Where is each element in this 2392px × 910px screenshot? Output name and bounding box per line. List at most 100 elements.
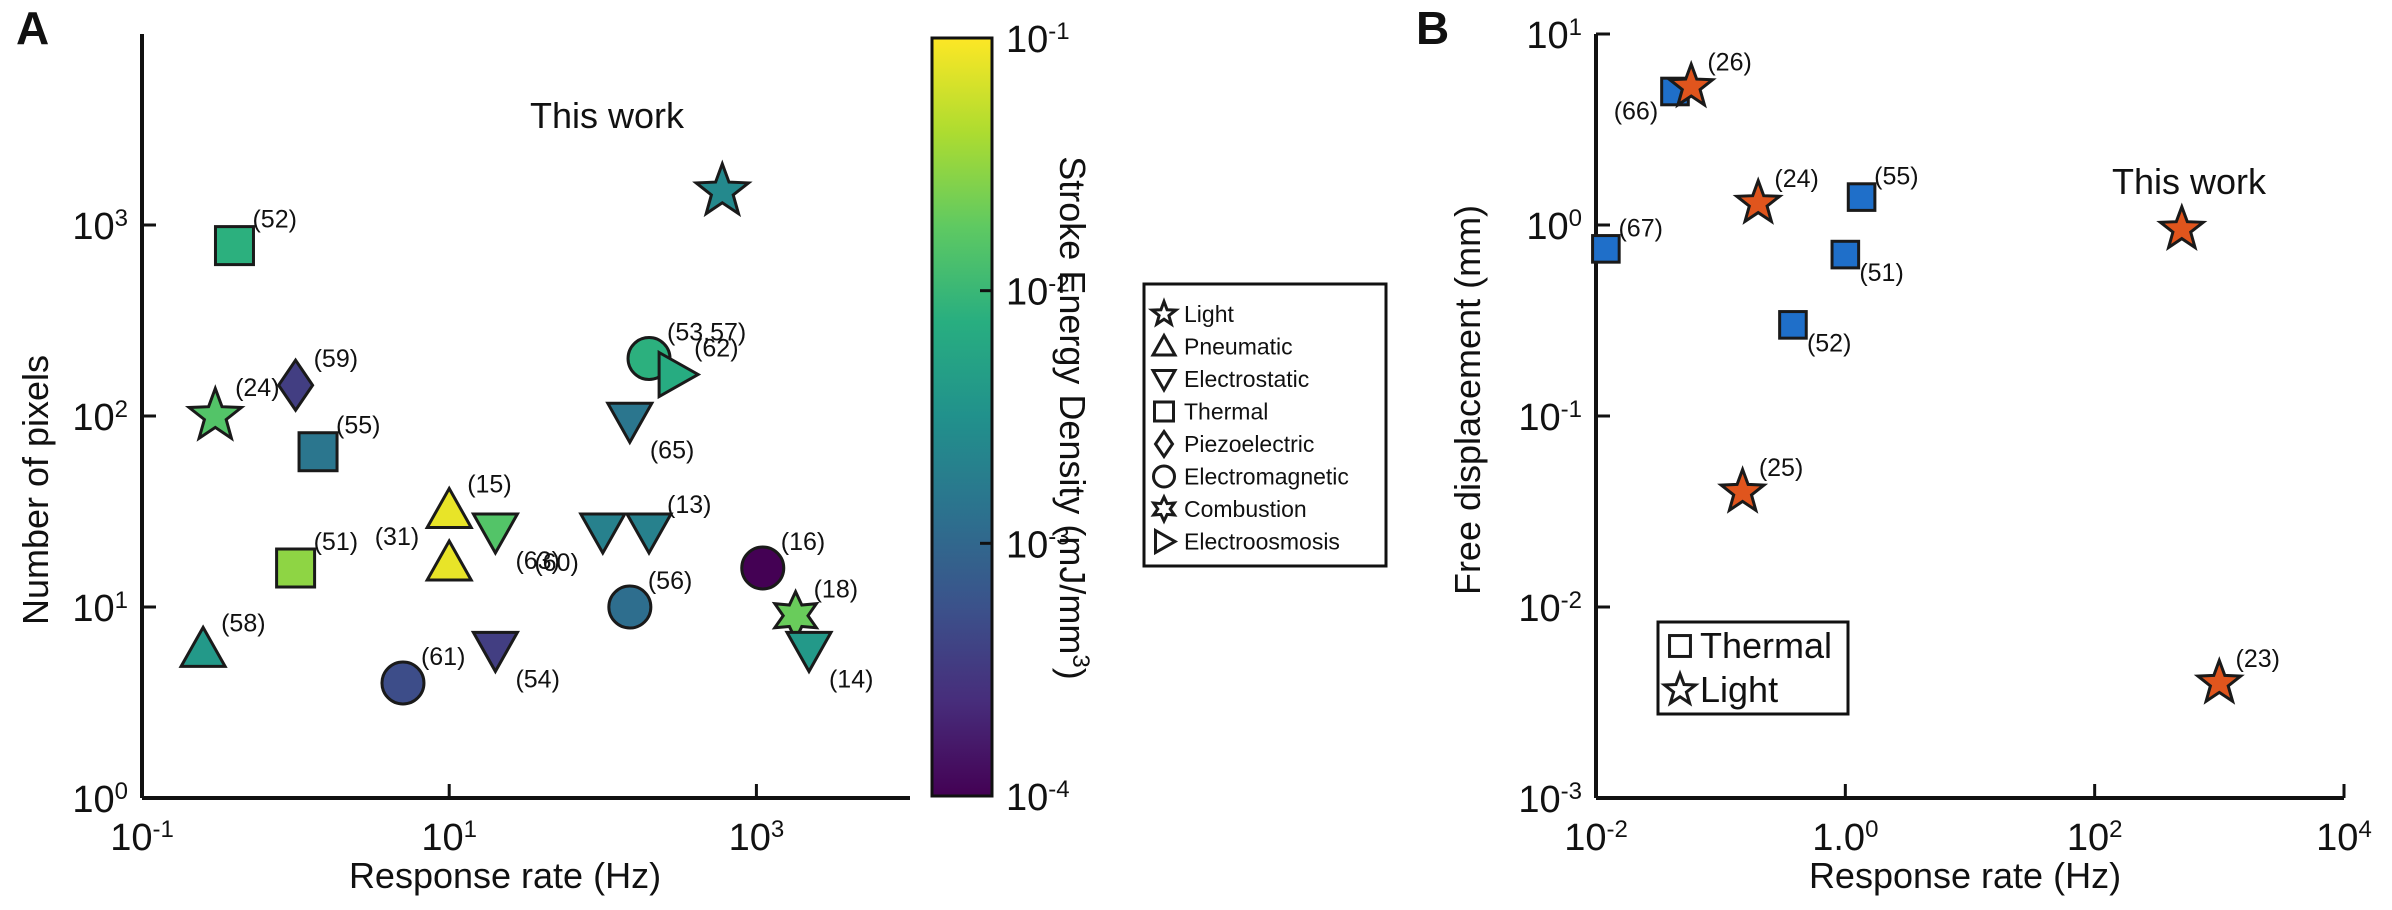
panel-b-x-tick-label: 102 (2067, 816, 2123, 860)
panel-b-point-thermal-52 (1778, 310, 1808, 340)
panel-a-x-axis-title: Response rate (Hz) (349, 855, 661, 896)
legend-circle-icon (1152, 464, 1176, 489)
colorbar-title: Stroke Energy Density (mJ/mm3) (1052, 156, 1095, 679)
legend-triangle-down-icon (1150, 369, 1178, 394)
legend-label-electroosmosis: Electroosmosis (1184, 529, 1340, 555)
panel-b-point-light-26 (1665, 59, 1717, 109)
legend-label-pneumatic: Pneumatic (1184, 334, 1293, 360)
panel-a-point-15 (424, 485, 474, 529)
panel-a-point-label: (52) (252, 206, 296, 234)
panel-a-point-54 (470, 630, 520, 675)
panel-a-x-tick-label: 103 (729, 816, 785, 860)
panel-a-point-16 (740, 545, 786, 591)
panel-a-point-label: (24) (235, 374, 279, 402)
panel-a-legend-box (1142, 282, 1388, 568)
panel-b-point-label: (67) (1618, 214, 1662, 242)
panel-b-point-label: (52) (1807, 329, 1851, 357)
panel-a-y-tick-label: 102 (72, 396, 128, 440)
panel-b-point-label: (55) (1874, 162, 1918, 190)
panel-a-point-label: (55) (336, 412, 380, 440)
panel-a-point-62 (657, 349, 702, 400)
panel-a-point-label: (13) (667, 491, 711, 519)
panel-b-y-tick-label: 10-3 (1518, 778, 1582, 822)
panel-a-point-59 (276, 357, 315, 413)
panel-a-y-tick-label: 101 (72, 587, 128, 631)
panel-a-y-axis-title: Number of pixels (15, 355, 56, 625)
legend-square-icon (1153, 400, 1175, 423)
legend-b-square-icon (1668, 634, 1692, 658)
legend-label-electrostatic: Electrostatic (1184, 366, 1309, 392)
panel-a-point-label: (65) (650, 436, 694, 464)
panel-a-point-label: (58) (221, 609, 265, 637)
panel-a-point-label: (53,57) (667, 319, 746, 347)
panel-a-point-52 (213, 225, 255, 267)
panel-b-point-label: (51) (1859, 259, 1903, 287)
panel-a-point-label: (18) (814, 576, 858, 604)
panel-a-point-label: (60) (534, 549, 578, 577)
panel-a-point-this-work (692, 159, 753, 218)
legend-b-star-icon (1660, 669, 1700, 707)
panel-a-point-label: (31) (375, 523, 419, 551)
legend-b-label-thermal: Thermal (1700, 625, 1832, 666)
legend-star-icon (1147, 297, 1181, 328)
panel-b-x-tick-label: 1.00 (1812, 816, 1878, 860)
legend-label-combustion: Combustion (1184, 496, 1307, 522)
colorbar-gradient (930, 36, 994, 798)
panel-b-point-label: (66) (1614, 97, 1658, 125)
colorbar-tick-label: 10-1 (1006, 18, 1070, 62)
legend-hexagram-icon (1150, 493, 1178, 525)
panel-b-y-tick-label: 10-1 (1518, 396, 1582, 440)
panel-a-point-24 (184, 384, 246, 442)
panel-b-point-label: (25) (1759, 454, 1803, 482)
panel-b-point-label: (24) (1774, 165, 1818, 193)
panel-a-point-label: (16) (781, 528, 825, 556)
panel-b-point-light-this-work (2156, 202, 2208, 252)
colorbar-tick-label: 10-4 (1006, 776, 1070, 820)
panel-a-point-label: (54) (515, 665, 559, 693)
panel-a-point-60 (578, 512, 628, 557)
panel-a-x-tick-label: 101 (421, 816, 477, 860)
panel-a-point-63 (470, 512, 520, 557)
colorbar-tick-label: 10-3 (1006, 523, 1070, 567)
panel-a-point-label: (51) (314, 528, 358, 556)
panel-a-point-label: (14) (829, 665, 873, 693)
legend-triangle-up-icon (1150, 332, 1178, 357)
legend-b-label-light: Light (1700, 669, 1778, 710)
panel-a-point-14 (784, 630, 834, 675)
panel-a-y-tick-label: 103 (72, 205, 128, 249)
panel-b-point-thermal-55 (1846, 182, 1877, 212)
colorbar-tick-label: 10-2 (1006, 270, 1070, 314)
legend-label-thermal: Thermal (1184, 399, 1268, 425)
panel-b-y-tick-label: 101 (1526, 14, 1582, 58)
panel-a-point-58 (178, 624, 228, 668)
panel-a-legend: Light Pneumatic Electrostatic Thermal Piezoe… (1142, 282, 1388, 568)
panel-b-x-tick-label: 10-2 (1564, 816, 1628, 860)
panel-b-annotation-this-work: This work (2112, 161, 2267, 202)
panel-a-point-13 (624, 512, 674, 557)
legend-diamond-icon (1153, 428, 1175, 460)
legend-label-electromagnetic: Electromagnetic (1184, 464, 1349, 490)
panel-a-point-label: (56) (648, 567, 692, 595)
panel-b-x-tick-label: 104 (2316, 816, 2372, 860)
panel-a-point-55 (297, 431, 339, 473)
panel-b-point-label: (26) (1707, 48, 1751, 76)
panel-a-x-tick-label: 10-1 (110, 816, 174, 860)
panel-a-point-label: (61) (421, 643, 465, 671)
panel-a-annotation-this-work: This work (530, 95, 685, 136)
panel-a-point-label: (15) (467, 471, 511, 499)
legend-triangle-right-icon (1154, 527, 1179, 556)
panel-b-label: B (1416, 2, 1449, 54)
panel-a-point-65 (605, 401, 655, 446)
panel-b-point-light-23 (2193, 656, 2245, 705)
panel-b-x-axis-title: Response rate (Hz) (1809, 855, 2121, 896)
panel-a-point-51 (275, 547, 317, 589)
panel-b-point-thermal-67 (1591, 234, 1621, 264)
panel-b-y-tick-label: 100 (1526, 205, 1582, 249)
panel-a-label: A (16, 2, 49, 54)
panel-a-y-tick-label: 100 (72, 778, 128, 822)
legend-label-piezoelectric: Piezoelectric (1184, 431, 1314, 457)
panel-a-point-label: (59) (314, 345, 358, 373)
